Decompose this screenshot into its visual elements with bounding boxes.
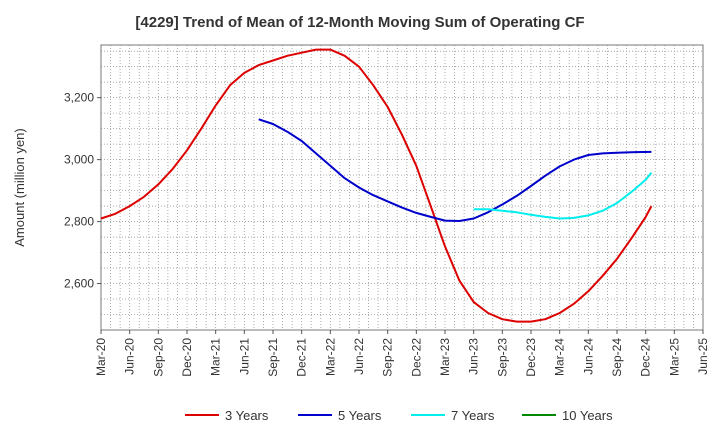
x-tick-label: Mar-24 [553, 338, 567, 376]
series-line-7-years [473, 171, 653, 220]
x-tick-label: Mar-22 [323, 338, 337, 376]
x-tick-label: Mar-21 [209, 338, 223, 376]
legend: 3 Years 5 Years 7 Years 10 Years [185, 408, 613, 423]
x-tick-label: Jun-24 [581, 338, 595, 375]
x-tick-label: Jun-25 [696, 338, 710, 375]
x-tick-label: Mar-20 [94, 338, 108, 376]
x-tick-label: Jun-23 [467, 338, 481, 375]
legend-label-3-years: 3 Years [225, 408, 269, 423]
x-tick-label: Dec-24 [639, 338, 653, 377]
x-tick-label: Dec-20 [180, 338, 194, 377]
x-tick-label: Sep-20 [151, 338, 165, 377]
x-tick-label: Mar-25 [667, 338, 681, 376]
y-tick-label: 2,800 [64, 215, 94, 229]
legend-label-10-years: 10 Years [562, 408, 613, 423]
y-tick-label: 2,600 [64, 277, 94, 291]
y-axis-ticks: 2,600 2,800 3,000 3,200 [64, 91, 101, 291]
y-tick-label: 3,000 [64, 153, 94, 167]
chart-title: [4229] Trend of Mean of 12-Month Moving … [135, 14, 585, 31]
legend-label-5-years: 5 Years [338, 408, 382, 423]
series-line-3-years [100, 48, 653, 323]
x-tick-label: Jun-21 [237, 338, 251, 375]
x-tick-label: Sep-21 [266, 338, 280, 377]
x-tick-label: Sep-24 [610, 338, 624, 377]
plot-frame [100, 44, 704, 331]
x-tick-label: Dec-21 [295, 338, 309, 377]
grid [100, 45, 704, 330]
x-tick-label: Mar-23 [438, 338, 452, 376]
x-tick-label: Jun-22 [352, 338, 366, 375]
series-line-5-years [258, 118, 652, 222]
x-axis-ticks: Mar-20 Jun-20 Sep-20 Dec-20 Mar-21 Jun-21 Sep-… [94, 330, 710, 377]
y-axis-label: Amount (million yen) [12, 128, 27, 247]
series-lines [100, 48, 653, 323]
x-tick-label: Sep-22 [381, 338, 395, 377]
x-tick-label: Dec-22 [409, 338, 423, 377]
x-tick-label: Sep-23 [495, 338, 509, 377]
legend-label-7-years: 7 Years [451, 408, 495, 423]
x-tick-label: Jun-20 [123, 338, 137, 375]
y-tick-label: 3,200 [64, 91, 94, 105]
x-tick-label: Dec-23 [524, 338, 538, 377]
